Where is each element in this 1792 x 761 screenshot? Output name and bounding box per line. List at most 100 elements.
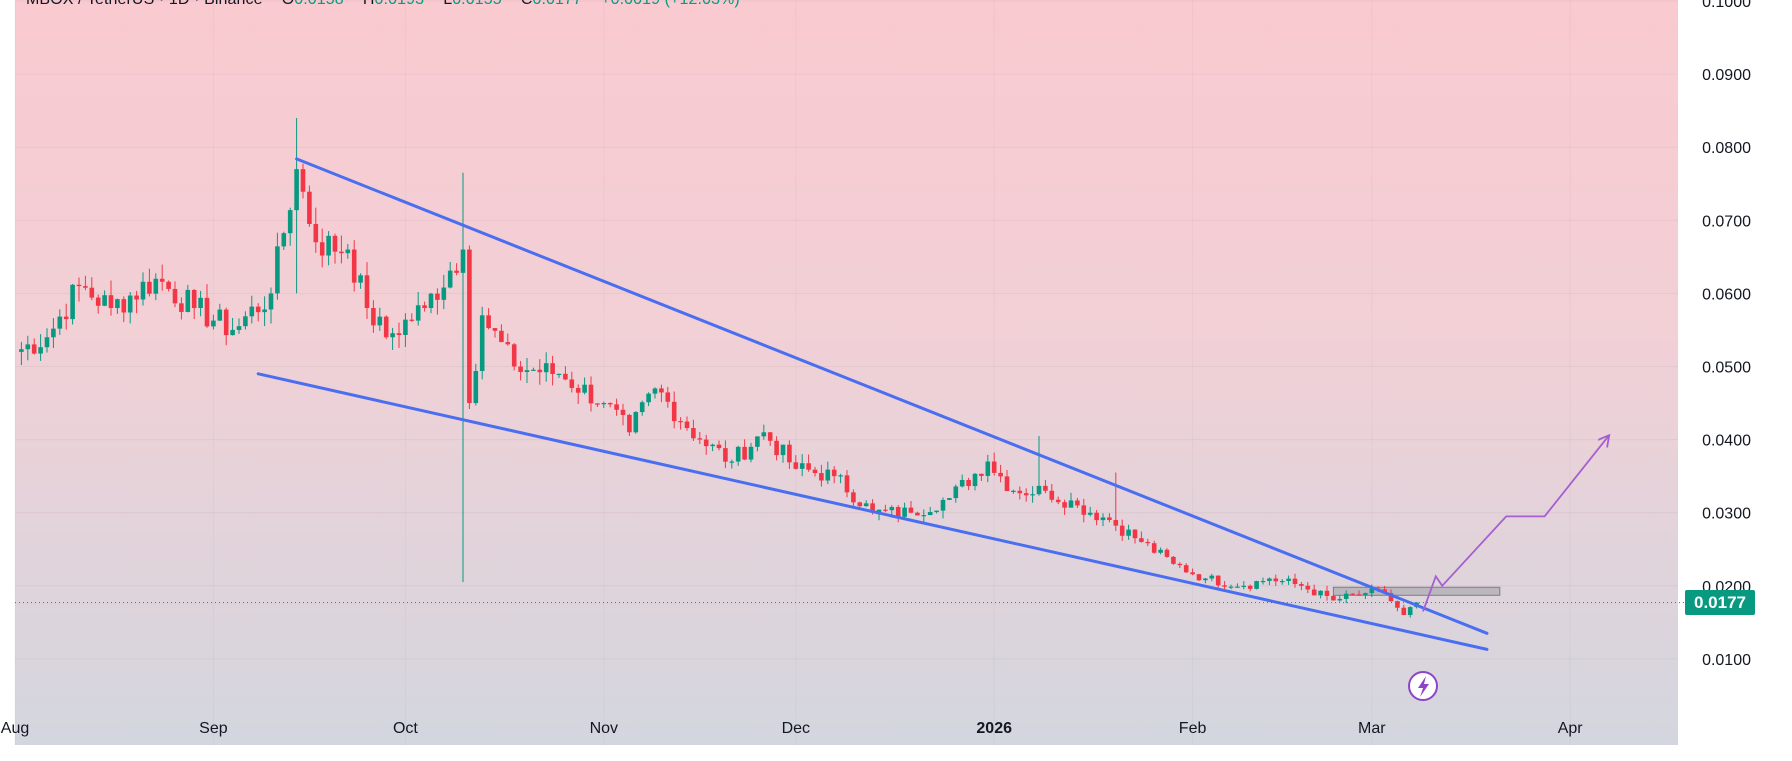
- candle-body: [147, 281, 152, 294]
- candle-body: [998, 472, 1003, 477]
- candle-body: [255, 306, 261, 313]
- candle-body: [1177, 563, 1183, 566]
- candle-body: [812, 469, 818, 474]
- candle-body: [671, 401, 677, 422]
- candle-body: [1062, 502, 1067, 508]
- candle-body: [543, 363, 549, 373]
- candle-body: [1075, 500, 1080, 506]
- candle-body: [281, 233, 287, 247]
- candle-body: [806, 463, 811, 470]
- candle-body: [1151, 543, 1157, 553]
- y-tick-label: 0.0700: [1702, 213, 1751, 230]
- candle-body: [799, 463, 805, 469]
- candle-body: [1305, 585, 1311, 590]
- candle-body: [831, 469, 837, 477]
- candle-body: [697, 438, 703, 440]
- candle-body: [684, 421, 690, 429]
- candle-body: [1260, 580, 1266, 583]
- drawing-layer[interactable]: [15, 157, 1684, 651]
- y-tick-label: 0.0900: [1702, 67, 1751, 84]
- candle-body: [1279, 580, 1285, 583]
- candle-body: [556, 373, 562, 376]
- candle-body: [915, 512, 920, 516]
- candle-body: [268, 293, 274, 310]
- y-tick-label: 0.0800: [1702, 140, 1751, 157]
- candle-body: [646, 393, 651, 403]
- candle-body: [134, 295, 139, 300]
- candle-body: [307, 191, 312, 224]
- candle-body: [121, 299, 127, 313]
- projection-path[interactable]: [1422, 436, 1609, 612]
- candle-body: [364, 275, 370, 309]
- candle-body: [345, 249, 351, 254]
- candle-body: [95, 297, 101, 306]
- candle-body: [550, 363, 555, 375]
- candle-body: [19, 349, 24, 352]
- upper-trendline[interactable]: [295, 157, 1489, 635]
- candle-body: [774, 440, 779, 456]
- x-tick-label: Aug: [1, 720, 29, 737]
- candle-body: [294, 169, 299, 211]
- y-tick-label: 0.0500: [1702, 360, 1751, 377]
- candle-body: [441, 287, 447, 300]
- candle-body: [723, 448, 728, 462]
- time-axis[interactable]: Aug Sep Oct Nov Dec 2026 Feb Mar Apr: [1, 720, 1584, 737]
- candle-body: [883, 509, 888, 511]
- candle-body: [569, 379, 575, 388]
- close-value: 0.0177: [532, 0, 582, 8]
- candle-body: [262, 309, 267, 313]
- candle-body: [793, 462, 799, 469]
- candle-body: [825, 469, 831, 481]
- price-axis[interactable]: 0.01000.02000.03000.04000.05000.06000.07…: [1702, 0, 1751, 669]
- candle-body: [1267, 578, 1272, 581]
- candle-body: [454, 270, 459, 273]
- candle-body: [185, 289, 191, 312]
- candle-body: [486, 315, 491, 329]
- candle-body: [492, 328, 498, 331]
- candle-body: [76, 284, 82, 287]
- candle-body: [947, 498, 952, 500]
- candle-body: [735, 446, 741, 462]
- candle-body: [179, 303, 184, 312]
- candle-body: [1107, 517, 1112, 521]
- candle-body: [275, 246, 280, 294]
- candle-body: [300, 169, 306, 192]
- candle-body: [1113, 520, 1119, 526]
- candle-body: [927, 512, 933, 516]
- candle-body: [1094, 512, 1099, 521]
- x-tick-label: Sep: [199, 720, 228, 737]
- candle-body: [1196, 574, 1202, 581]
- candle-body: [863, 503, 869, 507]
- flash-icon[interactable]: [1408, 671, 1438, 701]
- candle-body: [518, 366, 523, 373]
- high-value: 0.0193: [375, 0, 425, 8]
- open-value: 0.0158: [294, 0, 344, 8]
- candle-body: [1215, 575, 1221, 586]
- candle-body: [1068, 500, 1074, 508]
- candle-body: [319, 242, 325, 256]
- lower-trendline[interactable]: [256, 372, 1489, 651]
- interval-label: 1D: [169, 0, 190, 8]
- candle-body: [1273, 578, 1279, 582]
- symbol-legend[interactable]: MBOX / TetherUS · 1D · Binance O0.0158 H…: [26, 0, 740, 9]
- low-label: L: [443, 0, 452, 8]
- candle-body: [166, 281, 171, 289]
- candle-body: [358, 275, 363, 283]
- candle-body: [1286, 578, 1291, 581]
- candle-body: [31, 344, 37, 354]
- candle-body: [1036, 485, 1042, 495]
- candle-body: [607, 403, 613, 405]
- candle-body: [1254, 581, 1259, 589]
- candle-body: [1017, 490, 1023, 494]
- candle-body: [1049, 490, 1055, 500]
- candle-body: [473, 370, 479, 404]
- candle-body: [787, 444, 792, 463]
- candle-body: [1395, 601, 1400, 608]
- candle-body: [287, 210, 293, 234]
- candle-body: [89, 287, 95, 298]
- candle-body: [409, 319, 415, 321]
- candle-body: [339, 251, 344, 254]
- candle-body: [326, 235, 331, 256]
